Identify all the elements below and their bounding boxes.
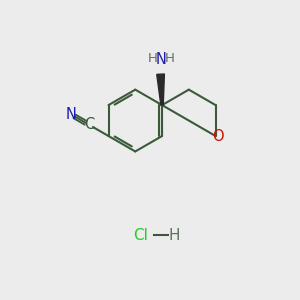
- Text: H: H: [165, 52, 175, 65]
- Text: N: N: [66, 107, 76, 122]
- Text: H: H: [147, 52, 157, 65]
- Text: H: H: [168, 228, 180, 243]
- Text: C: C: [84, 118, 94, 133]
- Text: O: O: [212, 128, 224, 143]
- Polygon shape: [157, 74, 164, 105]
- Text: N: N: [156, 52, 167, 67]
- Text: Cl: Cl: [133, 228, 148, 243]
